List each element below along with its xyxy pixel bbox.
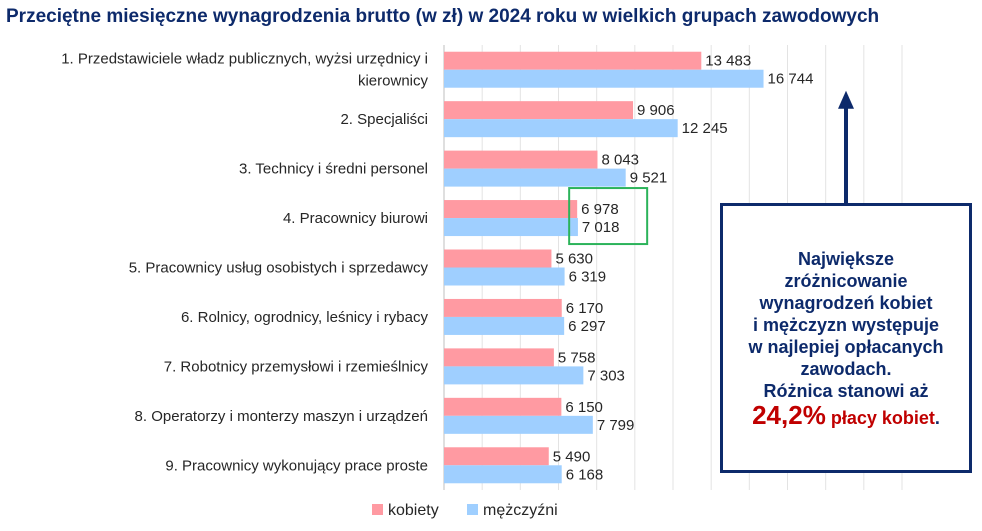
data-label: 16 744 [768,71,814,88]
callout-end: . [934,407,940,428]
bar-kobiety [444,447,549,466]
callout-arrow-head [838,90,854,109]
bar-kobiety [444,348,554,367]
bar-mezczyzni [444,267,565,286]
category-label: 8. Operatorzy i monterzy maszyn i urządz… [135,408,428,425]
bar-kobiety [444,298,562,317]
data-label: 8 043 [601,152,639,169]
category-label: 2. Specjaliści [340,111,428,128]
data-label: 6 297 [568,318,606,335]
highlight-box [568,187,649,246]
data-label: 5 630 [555,251,593,268]
callout-line: zróżnicowanie [784,270,908,291]
callout-line: Różnica stanowi aż [763,380,929,401]
category-label: 6. Rolnicy, ogrodnicy, leśnicy i rybacy [181,309,429,326]
callout-percent-suffix: płacy kobiet [825,407,935,428]
data-label: 9 521 [630,170,668,187]
bar-mezczyzni [444,415,593,434]
legend-swatch [372,504,383,515]
bar-kobiety [444,249,552,268]
bar-mezczyzni [444,119,678,138]
legend-label: kobiety [388,502,439,519]
category-label: 4. Pracownicy biurowi [283,210,428,227]
legend-label: mężczyźni [483,502,558,519]
data-label: 7 799 [597,417,635,434]
callout-line: Największe [797,248,895,269]
legend-swatch [467,504,478,515]
callout-percent: 24,2% [752,399,826,430]
bars-layer [444,51,764,484]
bar-mezczyzni [444,69,764,88]
category-label: 7. Robotnicy przemysłowi i rzemieślnicy [164,358,429,375]
category-label: 5. Pracownicy usług osobistych i sprzeda… [129,260,429,277]
data-label: 7 018 [582,219,620,236]
category-label: kierownicy [358,73,429,90]
bar-mezczyzni [444,465,562,484]
callout-box: Największe zróżnicowanie wynagrodzeń kob… [720,203,972,473]
category-label: 1. Przedstawiciele władz publicznych, wy… [61,51,428,68]
data-label: 12 245 [682,120,728,137]
callout-line: w najlepiej opłacanych [748,336,944,357]
bar-kobiety [444,200,578,219]
data-label: 6 170 [566,300,604,317]
legend: kobiety mężczyźni [372,502,558,519]
labels-layer: 13 483 16 744 1. Przedstawiciele władz pub… [61,51,813,484]
bar-kobiety [444,101,634,120]
bar-mezczyzni [444,168,626,187]
bar-kobiety [444,150,598,169]
callout-percent-line: 24,2% płacy kobiet. [752,402,940,429]
callout-line: i mężczyzn występuje [752,314,940,335]
category-label: 3. Technicy i średni personel [239,161,428,178]
callout-line: wynagrodzeń kobiet [759,292,933,313]
overlay-layer [568,90,854,246]
bar-kobiety [444,51,702,70]
callout-line: zawodach. [800,358,892,379]
data-label: 6 978 [581,201,619,218]
bar-kobiety [444,397,562,416]
data-label: 5 490 [553,448,591,465]
data-label: 9 906 [637,102,675,119]
data-label: 7 303 [587,367,625,384]
bar-mezczyzni [444,316,565,335]
bar-mezczyzni [444,218,578,237]
data-label: 5 758 [558,349,596,366]
data-label: 6 319 [569,269,607,286]
category-label: 9. Pracownicy wykonujący prace proste [165,457,428,474]
data-label: 6 168 [566,466,604,483]
data-label: 6 150 [565,399,603,416]
chart-title: Przeciętne miesięczne wynagrodzenia brut… [6,6,880,27]
bar-mezczyzni [444,366,584,385]
data-label: 13 483 [705,53,751,70]
